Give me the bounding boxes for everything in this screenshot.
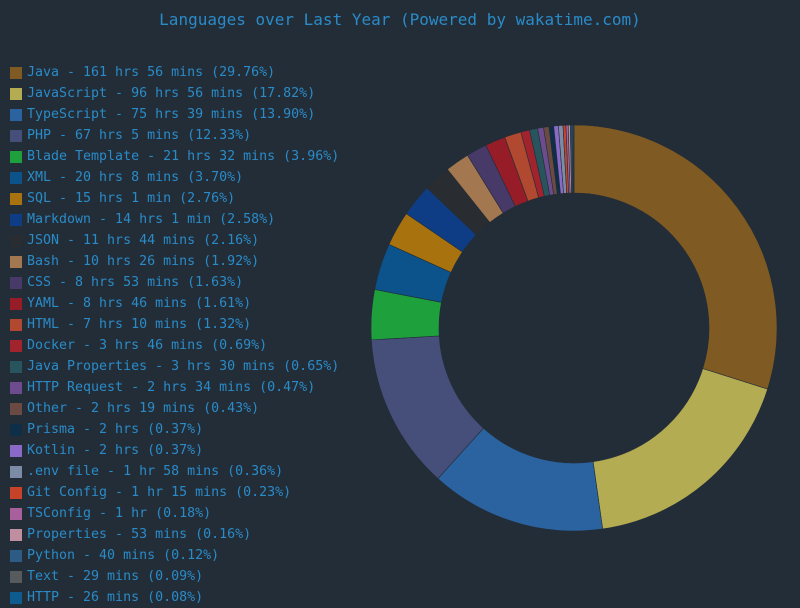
legend-item: HTML - 7 hrs 10 mins (1.32%) (10, 314, 339, 335)
legend-swatch (10, 66, 22, 79)
legend-item: HTTP Request - 2 hrs 34 mins (0.47%) (10, 377, 339, 398)
legend-swatch (10, 297, 22, 310)
legend-swatch (10, 465, 22, 478)
legend-label: TypeScript - 75 hrs 39 mins (13.90%) (27, 107, 316, 122)
legend-item: SQL - 15 hrs 1 min (2.76%) (10, 188, 339, 209)
legend-item: Java - 161 hrs 56 mins (29.76%) (10, 62, 339, 83)
legend-item: Docker - 3 hrs 46 mins (0.69%) (10, 335, 339, 356)
legend-swatch (10, 234, 22, 247)
legend-swatch (10, 360, 22, 373)
legend-swatch (10, 171, 22, 184)
legend-swatch (10, 444, 22, 457)
legend-swatch (10, 423, 22, 436)
legend-item: Python - 40 mins (0.12%) (10, 545, 339, 566)
legend-label: Markdown - 14 hrs 1 min (2.58%) (27, 212, 276, 227)
legend-swatch (10, 570, 22, 583)
legend-item: JavaScript - 96 hrs 56 mins (17.82%) (10, 83, 339, 104)
legend-swatch (10, 87, 22, 100)
legend-item: TypeScript - 75 hrs 39 mins (13.90%) (10, 104, 339, 125)
legend-swatch (10, 381, 22, 394)
donut-slice (573, 124, 778, 390)
chart-legend: Java - 161 hrs 56 mins (29.76%) JavaScrip… (10, 62, 339, 608)
legend-swatch (10, 507, 22, 520)
legend-item: Other - 2 hrs 19 mins (0.43%) (10, 398, 339, 419)
legend-item: JSON - 11 hrs 44 mins (2.16%) (10, 230, 339, 251)
legend-label: Bash - 10 hrs 26 mins (1.92%) (27, 254, 260, 269)
legend-swatch (10, 213, 22, 226)
legend-swatch (10, 339, 22, 352)
legend-label: Java - 161 hrs 56 mins (29.76%) (27, 65, 276, 80)
donut-slice (572, 124, 575, 194)
legend-swatch (10, 192, 22, 205)
legend-swatch (10, 129, 22, 142)
legend-swatch (10, 108, 22, 121)
legend-item: Blade Template - 21 hrs 32 mins (3.96%) (10, 146, 339, 167)
legend-label: .env file - 1 hr 58 mins (0.36%) (27, 464, 284, 479)
legend-item: Prisma - 2 hrs (0.37%) (10, 419, 339, 440)
legend-swatch (10, 486, 22, 499)
legend-swatch (10, 549, 22, 562)
legend-label: Git Config - 1 hr 15 mins (0.23%) (27, 485, 292, 500)
legend-label: Kotlin - 2 hrs (0.37%) (27, 443, 204, 458)
legend-item: .env file - 1 hr 58 mins (0.36%) (10, 461, 339, 482)
legend-item: TSConfig - 1 hr (0.18%) (10, 503, 339, 524)
legend-swatch (10, 402, 22, 415)
legend-item: Properties - 53 mins (0.16%) (10, 524, 339, 545)
legend-label: JSON - 11 hrs 44 mins (2.16%) (27, 233, 260, 248)
legend-label: XML - 20 hrs 8 mins (3.70%) (27, 170, 244, 185)
legend-label: Blade Template - 21 hrs 32 mins (3.96%) (27, 149, 340, 164)
legend-swatch (10, 318, 22, 331)
legend-label: Other - 2 hrs 19 mins (0.43%) (27, 401, 260, 416)
legend-label: Python - 40 mins (0.12%) (27, 548, 220, 563)
legend-swatch (10, 255, 22, 268)
legend-label: Java Properties - 3 hrs 30 mins (0.65%) (27, 359, 340, 374)
legend-label: Properties - 53 mins (0.16%) (27, 527, 252, 542)
legend-item: PHP - 67 hrs 5 mins (12.33%) (10, 125, 339, 146)
legend-label: CSS - 8 hrs 53 mins (1.63%) (27, 275, 244, 290)
legend-item: Markdown - 14 hrs 1 min (2.58%) (10, 209, 339, 230)
legend-label: Text - 29 mins (0.09%) (27, 569, 204, 584)
legend-item: Kotlin - 2 hrs (0.37%) (10, 440, 339, 461)
donut-slice (592, 368, 768, 530)
legend-item: CSS - 8 hrs 53 mins (1.63%) (10, 272, 339, 293)
legend-label: Docker - 3 hrs 46 mins (0.69%) (27, 338, 268, 353)
chart-title: Languages over Last Year (Powered by wak… (159, 10, 641, 29)
legend-item: YAML - 8 hrs 46 mins (1.61%) (10, 293, 339, 314)
legend-item: Text - 29 mins (0.09%) (10, 566, 339, 587)
legend-item: Java Properties - 3 hrs 30 mins (0.65%) (10, 356, 339, 377)
legend-label: HTML - 7 hrs 10 mins (1.32%) (27, 317, 252, 332)
legend-label: Prisma - 2 hrs (0.37%) (27, 422, 204, 437)
legend-label: JavaScript - 96 hrs 56 mins (17.82%) (27, 86, 316, 101)
legend-item: XML - 20 hrs 8 mins (3.70%) (10, 167, 339, 188)
legend-label: SQL - 15 hrs 1 min (2.76%) (27, 191, 236, 206)
legend-label: TSConfig - 1 hr (0.18%) (27, 506, 212, 521)
legend-label: YAML - 8 hrs 46 mins (1.61%) (27, 296, 252, 311)
legend-swatch (10, 276, 22, 289)
legend-label: HTTP Request - 2 hrs 34 mins (0.47%) (27, 380, 316, 395)
legend-item: Git Config - 1 hr 15 mins (0.23%) (10, 482, 339, 503)
legend-label: PHP - 67 hrs 5 mins (12.33%) (27, 128, 252, 143)
legend-swatch (10, 150, 22, 163)
legend-item: Bash - 10 hrs 26 mins (1.92%) (10, 251, 339, 272)
legend-swatch (10, 528, 22, 541)
